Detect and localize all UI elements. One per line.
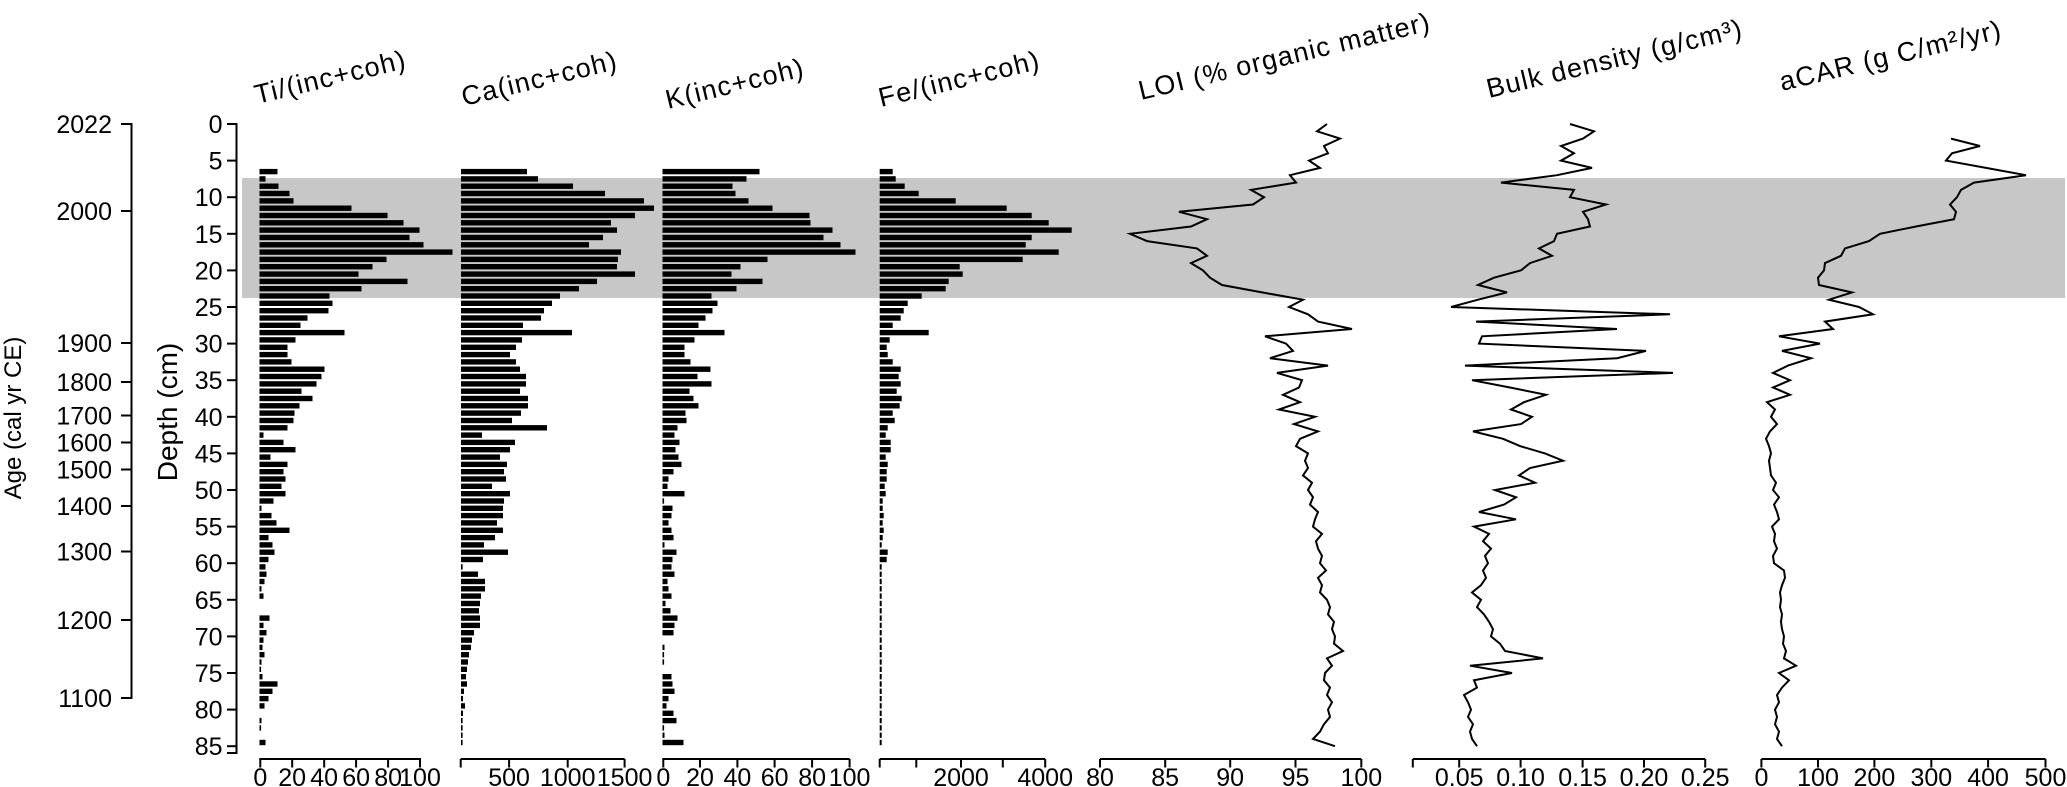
svg-text:1700: 1700: [56, 403, 112, 431]
svg-text:20: 20: [278, 764, 306, 787]
svg-text:70: 70: [195, 623, 223, 651]
svg-text:65: 65: [195, 587, 223, 615]
svg-text:1000: 1000: [540, 764, 596, 787]
svg-text:85: 85: [195, 733, 223, 761]
svg-text:20: 20: [195, 257, 223, 285]
svg-text:45: 45: [195, 440, 223, 468]
svg-text:400: 400: [1967, 764, 2009, 787]
svg-text:40: 40: [195, 404, 223, 432]
svg-text:100: 100: [399, 764, 441, 787]
svg-text:0: 0: [253, 764, 267, 787]
svg-text:30: 30: [195, 331, 223, 359]
svg-text:2000: 2000: [933, 764, 989, 787]
svg-text:200: 200: [1854, 764, 1896, 787]
svg-text:25: 25: [195, 294, 223, 322]
svg-text:1900: 1900: [56, 330, 112, 358]
svg-text:1500: 1500: [597, 764, 653, 787]
svg-text:2000: 2000: [56, 198, 112, 226]
svg-text:40: 40: [310, 764, 338, 787]
svg-text:1200: 1200: [56, 607, 112, 635]
svg-text:90: 90: [1216, 764, 1244, 787]
svg-text:10: 10: [195, 184, 223, 212]
svg-text:75: 75: [195, 660, 223, 688]
svg-text:0.25: 0.25: [1681, 764, 1730, 787]
svg-text:15: 15: [195, 221, 223, 249]
svg-text:1300: 1300: [56, 539, 112, 567]
svg-text:1800: 1800: [56, 369, 112, 397]
svg-text:55: 55: [195, 514, 223, 542]
svg-text:100: 100: [829, 764, 871, 787]
svg-text:80: 80: [374, 764, 402, 787]
svg-text:500: 500: [488, 764, 530, 787]
svg-text:2022: 2022: [56, 111, 112, 139]
svg-text:1400: 1400: [56, 493, 112, 521]
svg-text:0.05: 0.05: [1435, 764, 1484, 787]
svg-text:60: 60: [761, 764, 789, 787]
svg-text:60: 60: [342, 764, 370, 787]
svg-text:0.20: 0.20: [1620, 764, 1669, 787]
svg-text:80: 80: [1086, 764, 1114, 787]
svg-text:1100: 1100: [58, 685, 112, 713]
svg-text:1600: 1600: [56, 430, 112, 458]
svg-text:95: 95: [1282, 764, 1310, 787]
svg-text:60: 60: [195, 550, 223, 578]
svg-text:300: 300: [1910, 764, 1952, 787]
svg-text:40: 40: [723, 764, 751, 787]
svg-text:0.10: 0.10: [1496, 764, 1545, 787]
svg-text:100: 100: [1797, 764, 1839, 787]
svg-text:20: 20: [686, 764, 714, 787]
svg-text:0: 0: [1754, 764, 1768, 787]
svg-text:100: 100: [1340, 764, 1382, 787]
svg-text:Age (cal yr CE): Age (cal yr CE): [0, 337, 27, 500]
svg-text:1500: 1500: [56, 457, 112, 485]
svg-text:500: 500: [2025, 764, 2067, 787]
svg-text:80: 80: [195, 697, 223, 725]
svg-text:4000: 4000: [1017, 764, 1073, 787]
svg-text:0: 0: [656, 764, 670, 787]
svg-text:0: 0: [209, 111, 223, 139]
svg-text:85: 85: [1151, 764, 1179, 787]
svg-text:50: 50: [195, 477, 223, 505]
svg-text:80: 80: [798, 764, 826, 787]
svg-text:5: 5: [209, 148, 223, 176]
svg-text:0.15: 0.15: [1558, 764, 1607, 787]
svg-text:35: 35: [195, 367, 223, 395]
svg-text:Depth (cm): Depth (cm): [152, 343, 183, 481]
